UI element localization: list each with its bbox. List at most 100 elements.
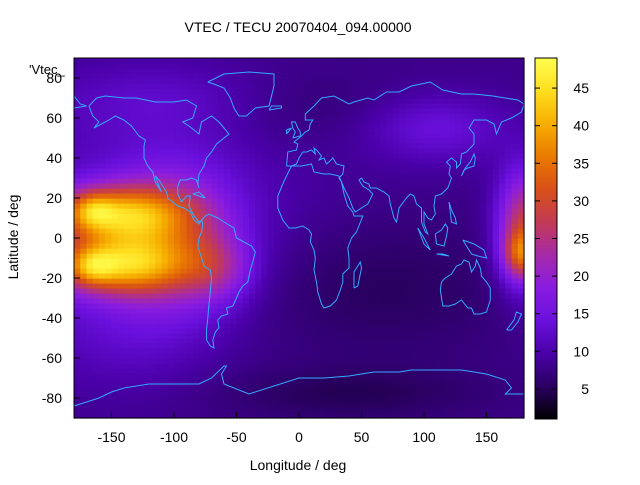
heatmap-cell: [205, 98, 213, 104]
heatmap-cell: [355, 303, 363, 309]
heatmap-cell: [142, 308, 150, 314]
heatmap-cell: [467, 118, 475, 124]
heatmap-cell: [136, 183, 144, 189]
heatmap-cell: [430, 148, 438, 154]
heatmap-cell: [92, 333, 100, 339]
heatmap-cell: [180, 108, 188, 114]
heatmap-cell: [230, 83, 238, 89]
heatmap-cell: [280, 303, 288, 309]
heatmap-cell: [142, 393, 150, 399]
heatmap-cell: [499, 143, 506, 149]
heatmap-cell: [492, 343, 500, 349]
heatmap-cell: [292, 338, 300, 344]
heatmap-cell: [486, 258, 494, 264]
heatmap-cell: [130, 208, 138, 214]
heatmap-cell: [80, 263, 88, 269]
heatmap-cell: [86, 188, 94, 194]
heatmap-cell: [442, 138, 450, 144]
heatmap-cell: [111, 73, 119, 79]
heatmap-cell: [424, 383, 431, 389]
heatmap-cell: [374, 133, 381, 139]
heatmap-cell: [461, 138, 469, 144]
heatmap-cell: [167, 158, 175, 164]
heatmap-cell: [280, 368, 288, 374]
heatmap-cell: [405, 258, 413, 264]
heatmap-cell: [299, 398, 306, 404]
heatmap-cell: [136, 328, 144, 334]
heatmap-cell: [86, 78, 94, 84]
heatmap-cell: [205, 413, 213, 419]
heatmap-cell: [517, 223, 525, 229]
heatmap-cell: [161, 313, 169, 319]
heatmap-cell: [199, 378, 206, 384]
heatmap-cell: [474, 203, 481, 209]
heatmap-cell: [136, 323, 144, 329]
heatmap-cell: [474, 318, 481, 324]
heatmap-cell: [342, 193, 350, 199]
heatmap-cell: [430, 273, 438, 279]
heatmap-cell: [217, 298, 225, 304]
heatmap-cell: [211, 273, 219, 279]
heatmap-cell: [449, 323, 456, 329]
heatmap-cell: [74, 278, 81, 284]
heatmap-cell: [367, 108, 375, 114]
heatmap-cell: [136, 243, 144, 249]
heatmap-cell: [99, 253, 106, 259]
heatmap-cell: [186, 188, 194, 194]
heatmap-cell: [242, 133, 250, 139]
heatmap-cell: [324, 318, 331, 324]
heatmap-cell: [399, 368, 406, 374]
heatmap-cell: [449, 273, 456, 279]
heatmap-cell: [311, 333, 319, 339]
heatmap-cell: [380, 198, 388, 204]
heatmap-cell: [442, 183, 450, 189]
heatmap-cell: [336, 138, 344, 144]
heatmap-cell: [324, 223, 331, 229]
heatmap-cell: [130, 183, 138, 189]
heatmap-cell: [105, 168, 113, 174]
heatmap-cell: [242, 103, 250, 109]
heatmap-cell: [274, 268, 281, 274]
heatmap-cell: [124, 408, 131, 414]
heatmap-cell: [242, 178, 250, 184]
heatmap-cell: [142, 253, 150, 259]
heatmap-cell: [149, 68, 156, 74]
heatmap-cell: [324, 108, 331, 114]
heatmap-cell: [455, 388, 463, 394]
heatmap-cell: [405, 303, 413, 309]
heatmap-cell: [486, 188, 494, 194]
heatmap-cell: [355, 293, 363, 299]
heatmap-cell: [374, 238, 381, 244]
heatmap-cell: [517, 373, 525, 379]
heatmap-cell: [367, 128, 375, 134]
heatmap-cell: [161, 268, 169, 274]
heatmap-cell: [80, 258, 88, 264]
heatmap-cell: [386, 308, 394, 314]
heatmap-cell: [86, 103, 94, 109]
heatmap-cell: [236, 308, 244, 314]
heatmap-cell: [205, 348, 213, 354]
heatmap-cell: [399, 153, 406, 159]
heatmap-cell: [161, 88, 169, 94]
heatmap-cell: [399, 283, 406, 289]
heatmap-cell: [505, 283, 513, 289]
heatmap-cell: [286, 343, 294, 349]
heatmap-cell: [217, 208, 225, 214]
heatmap-cell: [361, 388, 369, 394]
heatmap-cell: [461, 208, 469, 214]
heatmap-cell: [280, 268, 288, 274]
heatmap-cell: [111, 218, 119, 224]
heatmap-cell: [461, 198, 469, 204]
heatmap-cell: [224, 378, 231, 384]
heatmap-cell: [286, 308, 294, 314]
heatmap-cell: [155, 318, 163, 324]
heatmap-cell: [142, 98, 150, 104]
heatmap-cell: [417, 298, 425, 304]
heatmap-cell: [424, 108, 431, 114]
heatmap-cell: [511, 303, 519, 309]
heatmap-cell: [342, 228, 350, 234]
heatmap-cell: [217, 163, 225, 169]
heatmap-cell: [436, 338, 444, 344]
heatmap-cell: [380, 238, 388, 244]
heatmap-cell: [117, 198, 125, 204]
